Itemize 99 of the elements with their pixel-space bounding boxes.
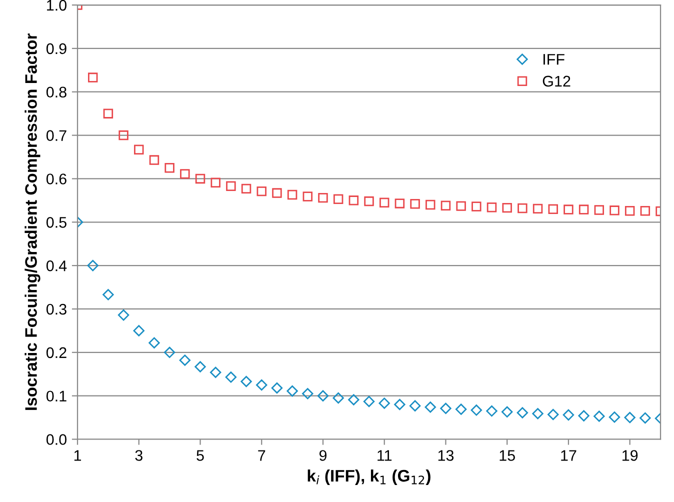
point	[608, 412, 620, 423]
point	[501, 406, 513, 418]
point	[624, 412, 636, 424]
point	[562, 409, 574, 421]
point	[440, 402, 452, 414]
point	[194, 361, 206, 372]
point	[486, 202, 497, 212]
point	[271, 382, 283, 394]
point	[333, 194, 344, 204]
point	[118, 130, 128, 140]
point	[256, 379, 268, 391]
point	[348, 394, 360, 406]
point	[149, 155, 160, 165]
point	[410, 199, 420, 209]
y-tick-label: 0.2	[46, 347, 66, 358]
point	[456, 201, 466, 211]
point	[532, 204, 543, 214]
x-tick-label: 13	[438, 450, 454, 461]
point	[486, 405, 498, 417]
point	[302, 192, 313, 202]
x-tick-label: 9	[319, 450, 327, 461]
point	[409, 400, 421, 412]
point	[195, 174, 206, 184]
point	[548, 204, 558, 214]
point	[624, 206, 635, 216]
y-tick-label: 0.0	[46, 434, 66, 445]
point	[426, 200, 436, 210]
point	[564, 204, 574, 214]
legend-label: G12	[542, 76, 570, 87]
point	[164, 346, 176, 358]
point	[455, 404, 467, 415]
point	[378, 398, 390, 409]
x-tick-label: 11	[378, 450, 392, 461]
point	[424, 402, 436, 413]
y-tick-label: 0.4	[46, 260, 67, 272]
point	[272, 188, 282, 198]
point	[594, 205, 604, 215]
point	[148, 337, 160, 348]
point	[134, 144, 144, 154]
point	[394, 198, 405, 208]
point	[256, 186, 266, 196]
point	[241, 184, 252, 194]
point	[180, 169, 190, 179]
point	[532, 408, 544, 420]
x-axis-title: k$_{i}$ (IFF), k$_{1}$ (G$_{12}$)	[308, 469, 430, 485]
y-tick-label: 0.9	[46, 43, 66, 54]
point	[318, 192, 328, 203]
y-tick-label: 0.1	[46, 390, 66, 402]
y-axis-title: Isocratic Focuing/Gradient Compression Factor	[24, 33, 40, 410]
point	[302, 388, 314, 400]
x-tick-label: 1	[74, 450, 82, 461]
point	[518, 203, 528, 214]
y-tick-label: 0.7	[46, 130, 66, 141]
point	[287, 190, 298, 200]
point	[394, 398, 406, 410]
point	[103, 108, 114, 118]
x-tick-label: 17	[561, 450, 576, 461]
point	[440, 200, 451, 210]
point	[240, 376, 252, 388]
point	[210, 178, 220, 188]
point	[88, 72, 98, 82]
y-tick-label: 0.6	[46, 174, 66, 184]
y-tick-label: 0.3	[46, 304, 66, 315]
point	[348, 196, 359, 206]
point	[210, 366, 222, 378]
point	[317, 390, 329, 402]
x-tick-label: 15	[500, 450, 515, 461]
point	[578, 204, 589, 214]
point	[470, 404, 482, 416]
point	[502, 202, 512, 213]
x-tick-label: 5	[196, 450, 204, 461]
point	[225, 372, 237, 383]
point	[640, 206, 650, 216]
x-tick-label: 19	[622, 450, 638, 461]
point	[379, 198, 390, 208]
y-tick-label: 0.5	[46, 217, 66, 228]
point	[332, 392, 344, 404]
point	[118, 309, 130, 321]
point	[179, 354, 191, 366]
point	[164, 162, 174, 173]
point	[640, 412, 651, 424]
point	[364, 196, 374, 206]
x-tick-label: 7	[258, 450, 266, 461]
point	[286, 385, 298, 397]
point	[578, 410, 590, 422]
point	[133, 325, 144, 336]
point	[610, 206, 620, 216]
y-tick-label: 1.0	[47, 0, 66, 11]
x-tick-label: 3	[135, 450, 142, 461]
point	[87, 260, 98, 272]
point	[472, 202, 482, 212]
point	[516, 407, 528, 418]
y-tick-label: 0.8	[46, 86, 66, 98]
point	[102, 289, 114, 300]
point	[226, 181, 236, 191]
point	[363, 396, 375, 408]
legend-label: IFF	[544, 54, 564, 65]
point	[594, 410, 605, 422]
point	[548, 408, 559, 420]
